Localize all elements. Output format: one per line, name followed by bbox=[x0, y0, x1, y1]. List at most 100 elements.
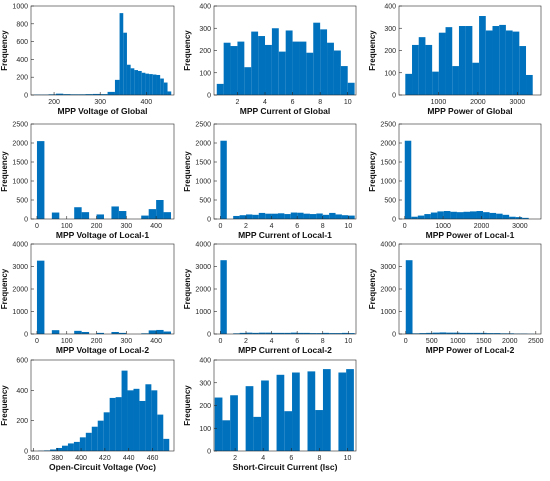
x-axis-label: MPP Current of Local-1 bbox=[238, 230, 332, 240]
y-tick-label: 400 bbox=[384, 4, 396, 11]
plot-frame bbox=[30, 5, 175, 96]
histogram-bar bbox=[115, 397, 122, 451]
histogram-bar bbox=[230, 395, 238, 451]
x-tick-label: 0 bbox=[218, 338, 222, 345]
histogram-bar bbox=[473, 332, 481, 335]
histogram-bar bbox=[297, 332, 304, 335]
x-tick-label: 4 bbox=[270, 338, 274, 345]
x-tick-label: 0 bbox=[218, 223, 222, 230]
histogram-bar bbox=[252, 214, 259, 219]
histogram-bar bbox=[216, 83, 224, 96]
histogram-bar bbox=[239, 215, 246, 219]
x-axis-label: MPP Current of Local-2 bbox=[238, 345, 332, 355]
histogram-bar bbox=[233, 333, 240, 334]
x-tick-label: 8 bbox=[321, 338, 325, 345]
histogram-panel-8: 0 1000 2000 3000 4000 0 2 4 6 8 10 MPP Current of L… bbox=[183, 242, 357, 355]
y-tick-label: 2000 bbox=[195, 141, 211, 148]
histogram-bar bbox=[438, 32, 446, 95]
histogram-bar bbox=[56, 447, 62, 451]
histogram-bar bbox=[333, 50, 341, 95]
histogram-bar bbox=[284, 214, 291, 219]
y-tick-label: 0 bbox=[392, 217, 396, 224]
histogram-bar bbox=[48, 94, 56, 95]
histogram-bar bbox=[502, 214, 510, 219]
histogram-bar bbox=[245, 332, 253, 334]
histogram-bar bbox=[100, 94, 108, 95]
histogram-bar bbox=[61, 445, 68, 451]
histogram-bar bbox=[111, 206, 119, 219]
x-tick-label: 400 bbox=[150, 223, 162, 230]
plot-frame bbox=[398, 243, 542, 335]
histogram-bar bbox=[145, 384, 152, 451]
y-tick-label: 2000 bbox=[12, 141, 28, 148]
x-tick-label: 300 bbox=[94, 99, 106, 106]
x-tick-label: 4 bbox=[261, 455, 265, 462]
histogram-bar bbox=[489, 212, 497, 219]
histogram-bar bbox=[253, 416, 262, 452]
histogram-bar bbox=[107, 91, 115, 95]
y-axis-label: Frequency bbox=[0, 30, 9, 71]
y-tick-label: 1000 bbox=[12, 4, 28, 11]
y-tick-label: 3000 bbox=[195, 264, 211, 271]
histogram-bar bbox=[306, 52, 314, 95]
histogram-bar bbox=[456, 212, 464, 219]
y-tick-label: 3000 bbox=[380, 264, 396, 271]
histogram-bar bbox=[277, 332, 285, 335]
y-tick-label: 0 bbox=[392, 332, 396, 339]
histogram-bar bbox=[412, 333, 420, 334]
y-tick-label: 100 bbox=[384, 70, 396, 77]
histogram-bar bbox=[51, 330, 60, 334]
y-tick-label: 1000 bbox=[195, 309, 211, 316]
histogram-bar bbox=[483, 212, 490, 219]
histogram-bar bbox=[138, 70, 142, 95]
histogram-bar bbox=[163, 331, 172, 334]
histogram-bar bbox=[346, 369, 354, 451]
y-axis-label: Frequency bbox=[183, 151, 192, 192]
histogram-bar bbox=[156, 329, 164, 334]
y-tick-label: 0 bbox=[24, 217, 28, 224]
histogram-bar bbox=[290, 212, 298, 219]
histogram-bar bbox=[237, 41, 245, 95]
histogram-bar bbox=[465, 26, 473, 95]
x-tick-label: 6 bbox=[295, 223, 299, 230]
y-tick-label: 1000 bbox=[380, 179, 396, 186]
y-tick-label: 4000 bbox=[380, 242, 396, 249]
histogram-bar bbox=[78, 94, 86, 95]
x-tick-label: 10 bbox=[344, 338, 352, 345]
y-tick-label: 2000 bbox=[380, 141, 396, 148]
x-tick-label: 460 bbox=[147, 455, 159, 462]
histogram-bar bbox=[74, 207, 82, 219]
histogram-bar bbox=[271, 332, 278, 335]
x-tick-label: 1000 bbox=[450, 338, 466, 345]
y-tick-label: 4000 bbox=[195, 242, 211, 249]
y-tick-label: 300 bbox=[199, 26, 211, 33]
histogram-bar bbox=[458, 26, 466, 95]
x-axis-label: MPP Voltage of Local-2 bbox=[56, 345, 149, 355]
histogram-bar bbox=[74, 330, 82, 334]
histogram-bar bbox=[222, 420, 231, 451]
histogram-bar bbox=[214, 397, 223, 451]
histogram-bar bbox=[496, 213, 503, 219]
histogram-bar bbox=[430, 212, 438, 219]
x-tick-label: 100 bbox=[61, 223, 73, 230]
histogram-bar bbox=[133, 388, 140, 451]
histogram-panel-9: 0 1000 2000 3000 4000 0 500 1000 1500 2000 2500 MPP… bbox=[368, 242, 544, 356]
histogram-bar bbox=[419, 333, 427, 334]
histogram-bar bbox=[141, 215, 149, 219]
histogram-bar bbox=[432, 332, 440, 334]
histogram-bar bbox=[141, 72, 146, 95]
histogram-bar bbox=[470, 211, 477, 219]
histogram-bar bbox=[499, 24, 506, 95]
histogram-bar bbox=[439, 332, 447, 334]
x-axis-label: MPP Current of Global bbox=[240, 106, 331, 116]
x-tick-label: 10 bbox=[344, 99, 352, 106]
histogram-bar bbox=[417, 215, 425, 219]
histogram-bar bbox=[307, 371, 316, 452]
histogram-bar bbox=[526, 74, 533, 95]
histogram-bar bbox=[245, 386, 254, 451]
x-tick-label: 400 bbox=[150, 338, 162, 345]
histogram-bar bbox=[50, 449, 57, 451]
histogram-bar bbox=[509, 216, 516, 219]
